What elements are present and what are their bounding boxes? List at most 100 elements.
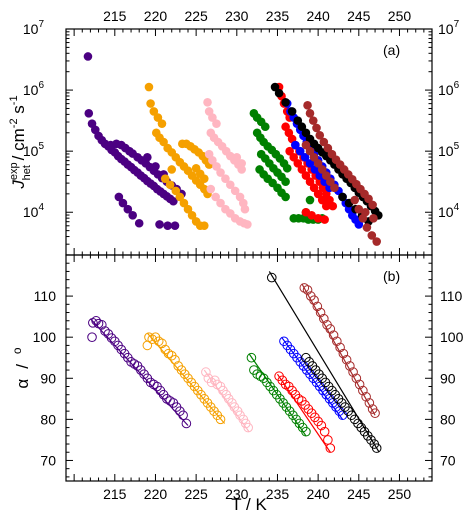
- data-point-b: [301, 426, 311, 437]
- data-point-b: [371, 443, 382, 453]
- data-point-a: [171, 186, 181, 196]
- data-point-a: [170, 221, 180, 230]
- data-point-a: [179, 198, 189, 208]
- y-tick-label-a-left: 107: [23, 19, 45, 37]
- data-point-b: [302, 285, 313, 295]
- data-point-a: [159, 137, 168, 147]
- x-tick-label-top: 250: [388, 8, 412, 24]
- ylabel-a-unit2: s: [9, 105, 28, 118]
- data-point-b: [338, 348, 349, 359]
- data-point-a: [367, 231, 377, 240]
- data-point-b: [88, 318, 98, 328]
- fit-line-b: [301, 283, 376, 416]
- data-point-b: [364, 398, 375, 408]
- data-point-a: [320, 215, 329, 224]
- data-point-b: [100, 326, 110, 336]
- panel-a-y-axis-label: Jexphet / cm-2 s-1: [8, 95, 33, 189]
- data-point-b: [345, 361, 355, 371]
- data-point-a: [312, 123, 321, 133]
- data-point-a: [305, 177, 315, 187]
- y-tick-exponent: 5: [454, 141, 460, 152]
- data-point-a: [157, 119, 167, 128]
- data-point-a: [308, 116, 318, 125]
- data-point-a: [293, 159, 303, 168]
- data-point-a: [361, 207, 370, 217]
- data-point-b: [328, 330, 339, 340]
- data-point-a: [338, 192, 347, 202]
- data-point-b: [129, 359, 140, 369]
- data-point-a: [232, 152, 242, 162]
- data-point-a: [315, 130, 325, 140]
- ylabel-b-slash: /: [13, 364, 32, 369]
- data-point-a: [274, 88, 284, 98]
- data-point-a: [199, 221, 209, 230]
- data-point-a: [305, 195, 315, 205]
- y-tick-exponent: 5: [38, 141, 44, 152]
- label-layer: 215 215 220 220 225 225 230 230 235 235 240 240 245 2…: [23, 8, 464, 502]
- data-point-b: [153, 336, 164, 347]
- data-point-a: [287, 107, 297, 116]
- y-tick-label-a-left: 104: [23, 202, 45, 220]
- x-tick-label-top: 215: [103, 8, 127, 24]
- data-point-a: [285, 146, 294, 156]
- y-tick-label-b-right: 90: [440, 370, 456, 386]
- data-point-a: [155, 220, 164, 229]
- y-tick-label-a-right: 105: [438, 141, 460, 159]
- data-point-a: [225, 180, 235, 190]
- data-point-a: [206, 184, 216, 194]
- data-point-a: [128, 210, 137, 220]
- fit-line-b: [276, 373, 331, 453]
- data-point-b: [299, 283, 310, 293]
- data-point-a: [118, 198, 128, 208]
- data-point-a: [293, 116, 303, 125]
- data-point-b: [243, 422, 253, 433]
- x-tick-label-bottom: 250: [388, 486, 412, 502]
- data-point-a: [230, 186, 240, 196]
- data-point-a: [216, 168, 225, 177]
- data-point-b: [341, 354, 352, 365]
- data-point-a: [146, 99, 155, 108]
- x-tick-label-bottom: 225: [184, 486, 208, 502]
- data-point-a: [212, 119, 221, 128]
- x-tick-label-bottom: 230: [225, 486, 249, 502]
- data-point-a: [364, 194, 373, 204]
- data-point-b: [215, 414, 226, 425]
- data-point-a: [221, 174, 230, 183]
- data-point-a: [317, 165, 327, 174]
- data-point-a: [305, 146, 315, 156]
- data-point-a: [309, 152, 319, 162]
- data-point-b: [312, 301, 323, 312]
- data-point-a: [169, 196, 178, 206]
- x-tick-label-bottom: 235: [266, 486, 290, 502]
- data-point-a: [301, 171, 311, 180]
- data-point-b: [315, 307, 326, 318]
- data-point-a: [317, 195, 327, 205]
- x-tick-label-top: 235: [266, 8, 290, 24]
- x-tick-label-top: 240: [306, 8, 330, 24]
- data-point-b: [106, 333, 117, 343]
- data-point-a: [354, 220, 364, 229]
- data-point-a: [300, 152, 310, 162]
- y-tick-exponent: 6: [454, 80, 460, 91]
- data-point-b: [319, 426, 330, 437]
- y-tick-exponent: 6: [38, 80, 44, 91]
- data-point-b: [358, 385, 368, 396]
- data-point-a: [84, 108, 94, 118]
- data-point-a: [281, 192, 290, 202]
- data-point-b: [246, 352, 257, 363]
- data-point-layer: [83, 52, 383, 453]
- data-point-a: [305, 159, 315, 168]
- data-point-a: [183, 204, 193, 214]
- data-point-b: [87, 332, 97, 342]
- data-point-a: [328, 201, 338, 211]
- data-point-a: [211, 192, 220, 202]
- data-point-a: [330, 183, 339, 193]
- data-point-b: [206, 377, 217, 388]
- data-point-b: [181, 418, 192, 429]
- y-tick-label-a-left: 106: [23, 80, 45, 98]
- data-point-a: [237, 159, 246, 168]
- data-point-a: [369, 214, 378, 223]
- data-point-a: [372, 237, 381, 246]
